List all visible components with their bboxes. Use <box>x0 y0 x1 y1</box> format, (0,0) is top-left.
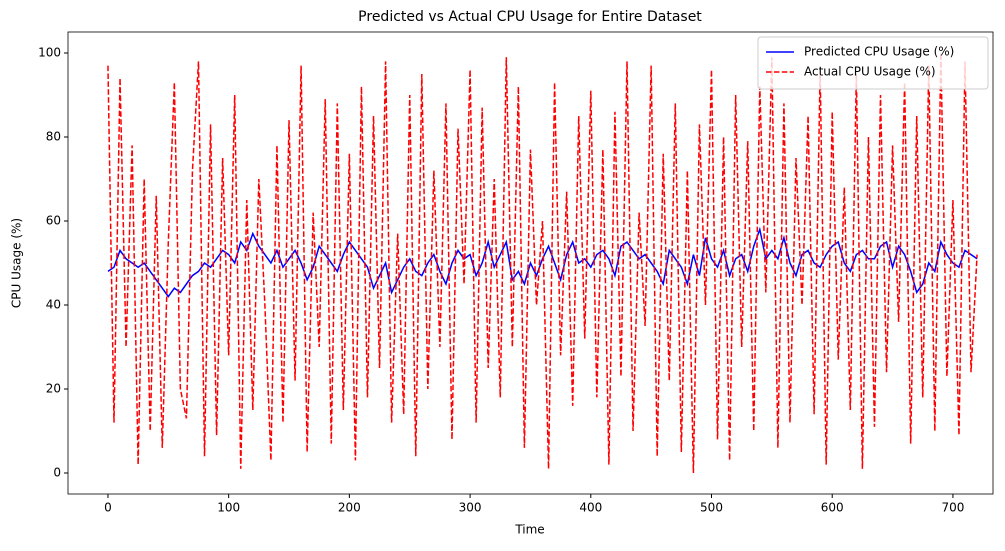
x-axis-label: Time <box>514 523 544 537</box>
y-tick-label: 100 <box>38 46 61 60</box>
series-line <box>107 226 978 298</box>
x-tick-label: 400 <box>579 501 602 515</box>
x-tick-label: 600 <box>821 501 844 515</box>
legend-box <box>757 36 989 90</box>
legend-label: Predicted CPU Usage (%) <box>804 45 954 59</box>
x-tick-label: 700 <box>941 501 964 515</box>
x-tick-label: 300 <box>459 501 482 515</box>
x-tick-label: 100 <box>217 501 240 515</box>
chart-title: Predicted vs Actual CPU Usage for Entire… <box>358 9 702 25</box>
y-axis-label: CPU Usage (%) <box>10 218 24 308</box>
y-tick-label: 20 <box>46 382 61 396</box>
y-tick-label: 40 <box>46 298 61 312</box>
series-line <box>107 52 978 474</box>
y-tick-label: 0 <box>53 466 61 480</box>
y-tick-label: 60 <box>46 214 61 228</box>
x-tick-label: 500 <box>700 501 723 515</box>
x-tick-label: 200 <box>338 501 361 515</box>
x-tick-label: 0 <box>104 501 112 515</box>
plot-frame <box>67 31 994 495</box>
y-tick-label: 80 <box>46 130 61 144</box>
legend-label: Actual CPU Usage (%) <box>804 65 936 79</box>
